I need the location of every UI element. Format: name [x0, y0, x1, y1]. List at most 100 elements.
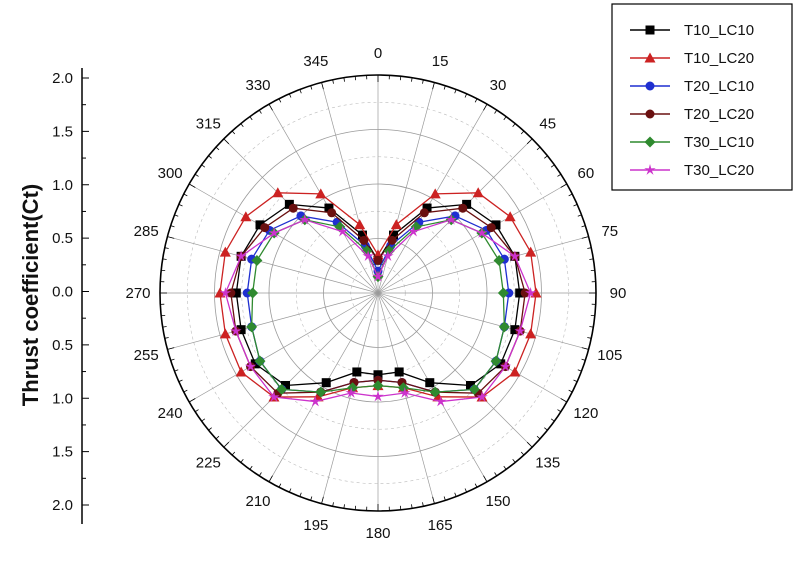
data-point [515, 288, 525, 298]
data-point [288, 203, 298, 213]
angle-tick-mark [278, 483, 282, 488]
data-point [476, 227, 488, 238]
data-point [255, 220, 265, 230]
data-point [246, 321, 258, 333]
legend-label: T30_LC10 [684, 134, 754, 151]
angle-tick-label: 165 [428, 517, 453, 534]
angle-tick-mark [215, 146, 220, 151]
angle-tick-mark [550, 418, 555, 422]
angle-tick-mark [544, 427, 548, 431]
data-point [231, 288, 241, 298]
angle-tick-mark [474, 98, 478, 103]
angle-tick-mark [288, 488, 292, 493]
data-point [382, 250, 394, 262]
angle-tick-mark [454, 89, 457, 94]
data-point [268, 227, 280, 238]
data-point [390, 219, 402, 230]
angle-tick-mark [464, 93, 468, 98]
grid-spoke [167, 236, 379, 294]
data-point [496, 359, 506, 369]
angle-tick-mark [557, 173, 562, 177]
data-point [462, 199, 472, 209]
data-point [458, 203, 468, 213]
data-point [525, 328, 537, 339]
data-point [254, 355, 266, 367]
angle-tick-label: 30 [490, 77, 507, 94]
angle-tick-mark [581, 236, 589, 239]
legend-marker [645, 81, 655, 91]
data-point [352, 367, 362, 377]
angle-tick-mark [208, 427, 212, 431]
data-point [315, 188, 327, 199]
data-point [240, 211, 252, 222]
data-point [251, 255, 263, 267]
angle-tick-mark [208, 155, 212, 159]
data-point [394, 367, 404, 377]
data-point [250, 359, 260, 369]
grid-spoke [377, 292, 488, 482]
angle-tick-mark [170, 358, 175, 361]
legend-label: T10_LC20 [684, 50, 754, 67]
data-point [236, 325, 246, 335]
angle-tick-mark [474, 483, 478, 488]
angle-tick-mark [299, 89, 302, 94]
angle-tick-mark [544, 155, 548, 159]
data-point [499, 360, 512, 372]
legend-marker [645, 25, 655, 35]
angle-tick-mark [573, 379, 578, 383]
angle-tick-mark [332, 79, 334, 84]
grid-spoke [377, 236, 589, 294]
data-point [272, 187, 284, 198]
angle-tick-mark [464, 488, 468, 493]
angle-tick-mark [432, 82, 435, 90]
radial-axis [81, 68, 89, 524]
grid-spoke [268, 104, 379, 294]
data-point [509, 366, 521, 377]
angle-tick-mark [581, 358, 586, 361]
legend-label: T10_LC10 [684, 22, 754, 39]
legend-item: T20_LC20 [630, 106, 754, 123]
angle-tick-labels: 0 15 30 45 60 75 90 105 120 135 150 165 180 195 210 225… [125, 45, 626, 542]
data-point [226, 288, 236, 298]
legend: T10_LC10 T10_LC20 T20_LC10 T20_LC20 T30_LC10… [611, 3, 793, 191]
data-point [472, 187, 484, 198]
data-point [397, 382, 409, 394]
data-point [425, 378, 435, 388]
angle-tick-mark [178, 379, 183, 383]
data-point [324, 203, 334, 213]
legend-marker [644, 164, 656, 175]
angle-tick-label: 75 [601, 223, 618, 240]
data-point [315, 386, 327, 398]
data-point [268, 391, 280, 402]
data-point [429, 386, 441, 398]
angle-tick-mark [223, 138, 230, 145]
legend-label: T30_LC20 [684, 162, 754, 179]
data-point [490, 355, 502, 367]
angle-tick-mark [310, 85, 313, 90]
angle-tick-mark [164, 247, 169, 249]
angle-tick-mark [568, 389, 573, 393]
data-point [524, 287, 537, 298]
data-point [247, 287, 259, 299]
data-point [514, 325, 526, 336]
angle-tick-mark [503, 116, 507, 121]
y-axis-label: Thrust coefficient(Ct) [18, 184, 43, 406]
radial-tick-label: 1.5 [52, 444, 73, 461]
angle-tick-mark [587, 247, 592, 249]
data-point [235, 250, 247, 262]
radial-tick-labels: 2.0 1.5 1.0 0.5 0.0 0.5 1.0 1.5 2.0 [52, 70, 73, 514]
angle-tick-mark [573, 203, 578, 207]
grid-spoke [377, 292, 435, 504]
angle-tick-label: 150 [485, 493, 510, 510]
angle-tick-mark [183, 193, 188, 197]
angle-tick-mark [494, 109, 498, 114]
data-point [387, 235, 397, 245]
data-point [486, 223, 496, 233]
legend-item: T10_LC10 [630, 22, 754, 39]
data-point [372, 380, 384, 392]
data-point [359, 235, 369, 245]
angle-tick-mark [503, 465, 507, 470]
data-point [491, 220, 501, 230]
grid-spoke [167, 292, 379, 350]
angle-tick-mark [343, 77, 345, 82]
